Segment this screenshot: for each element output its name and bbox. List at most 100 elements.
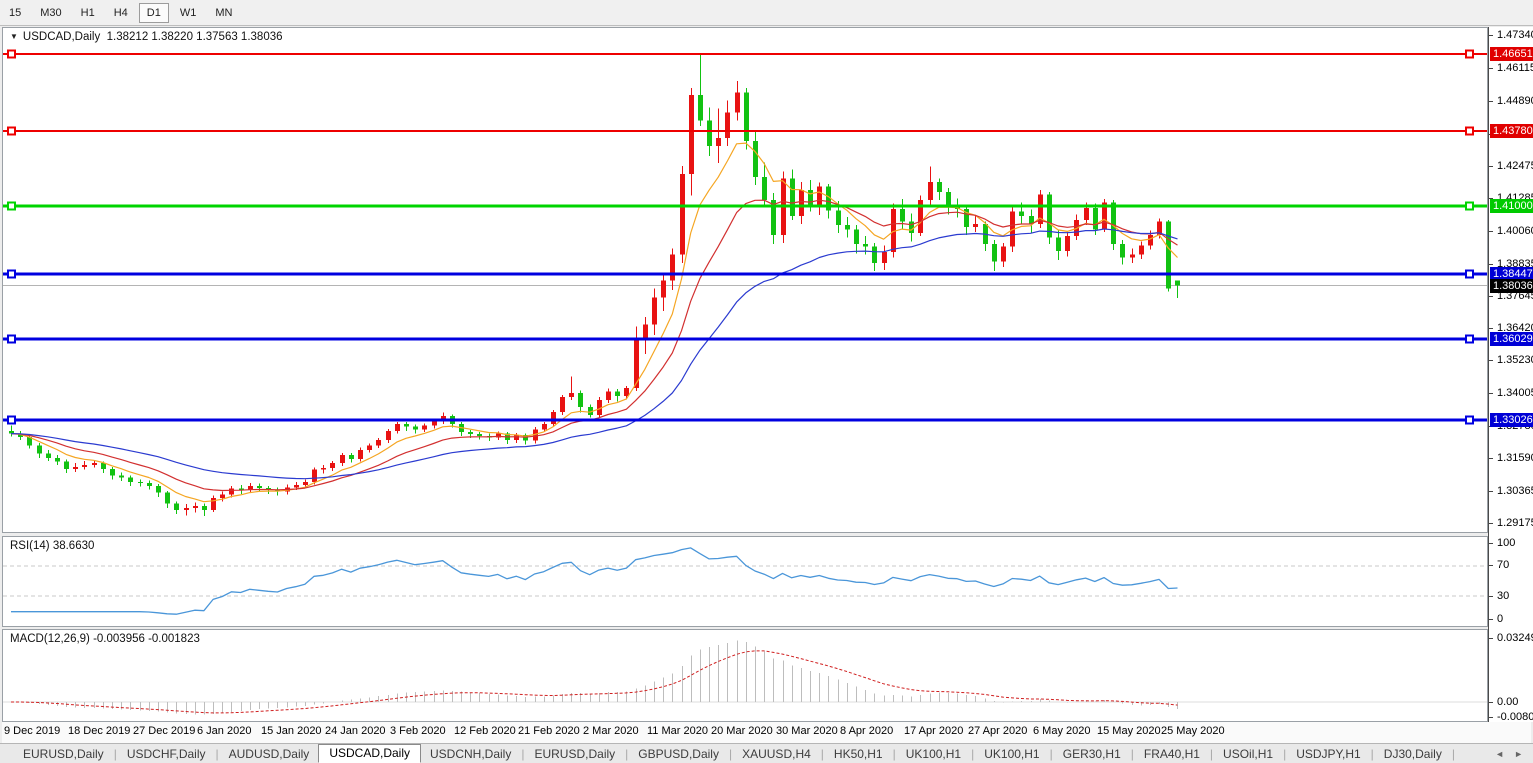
bear-candle-body bbox=[826, 186, 831, 211]
macd-axis-label: -0.008086 bbox=[1489, 711, 1533, 724]
line-handle[interactable] bbox=[1465, 49, 1474, 59]
bull-candle-body bbox=[652, 297, 657, 325]
bull-candle-body bbox=[376, 440, 381, 446]
bear-candle-body bbox=[18, 433, 23, 437]
bear-candle-body bbox=[1111, 202, 1116, 244]
bear-candle-body bbox=[900, 209, 905, 222]
tab-separator: | bbox=[820, 746, 824, 761]
line-handle[interactable] bbox=[1465, 415, 1474, 425]
timeframe-toolbar: 15 M30 H1 H4 D1 W1 MN bbox=[0, 0, 1533, 26]
line-handle[interactable] bbox=[1465, 269, 1474, 279]
bear-candle-body bbox=[257, 485, 262, 488]
bear-candle-body bbox=[110, 469, 115, 476]
chart-tab-usdcad-daily[interactable]: USDCAD,Daily bbox=[318, 744, 421, 763]
bull-candle-body bbox=[569, 392, 574, 398]
chart-tab-usoil-h1[interactable]: USOil,H1 bbox=[1223, 746, 1274, 761]
bear-candle-body bbox=[64, 461, 69, 470]
chart-tab-eurusd-daily[interactable]: EURUSD,Daily bbox=[23, 746, 104, 761]
tab-separator: | bbox=[521, 746, 525, 761]
bear-candle-body bbox=[762, 176, 767, 200]
tab-separator: | bbox=[1209, 746, 1214, 761]
bear-candle-body bbox=[413, 426, 418, 430]
bear-candle-body bbox=[37, 445, 42, 454]
tab-scroll-left-icon[interactable]: ◄ bbox=[1495, 748, 1505, 759]
ema-slow-line bbox=[10, 228, 1178, 480]
bull-candle-body bbox=[928, 182, 933, 200]
timeframe-button-h1[interactable]: H1 bbox=[80, 6, 95, 19]
bear-candle-body bbox=[46, 453, 51, 458]
main-chart-canvas[interactable] bbox=[3, 28, 1487, 532]
chart-tab-uk100-h1[interactable]: UK100,H1 bbox=[984, 746, 1040, 761]
chart-tab-usdcnh-daily[interactable]: USDCNH,Daily bbox=[430, 746, 512, 761]
chart-tab-gbpusd-daily[interactable]: GBPUSD,Daily bbox=[638, 746, 719, 761]
chart-symbol-label: USDCAD,Daily bbox=[22, 31, 101, 43]
timeframe-button-m30[interactable]: M30 bbox=[40, 6, 62, 19]
macd-axis-label: 0.032493 bbox=[1489, 632, 1533, 645]
bull-candle-body bbox=[1130, 254, 1135, 258]
chart-tab-audusd-daily[interactable]: AUDUSD,Daily bbox=[228, 746, 310, 761]
chart-tab-usdchf-daily[interactable]: USDCHF,Daily bbox=[126, 746, 206, 761]
chart-tab-fra40-h1[interactable]: FRA40,H1 bbox=[1143, 746, 1200, 761]
bear-candle-body bbox=[1166, 221, 1171, 289]
line-handle[interactable] bbox=[1465, 334, 1474, 344]
bull-candle-body bbox=[973, 224, 978, 227]
bull-candle-body bbox=[882, 252, 887, 263]
bull-candle-body bbox=[624, 387, 629, 397]
bear-candle-body bbox=[845, 225, 850, 230]
bull-candle-body bbox=[82, 464, 87, 467]
line-handle[interactable] bbox=[1465, 126, 1474, 136]
bear-candle-body bbox=[964, 209, 969, 227]
date-label: 27 Dec 2019 bbox=[133, 725, 196, 737]
chart-tab-xauusd-h4[interactable]: XAUUSD,H4 bbox=[742, 746, 811, 761]
chart-tab-uk100-h1[interactable]: UK100,H1 bbox=[905, 746, 962, 761]
chart-tab-usdjpy-h1[interactable]: USDJPY,H1 bbox=[1296, 746, 1361, 761]
bull-candle-body bbox=[689, 95, 694, 175]
chart-ohlc-quote: 1.38212 1.38220 1.37563 1.38036 bbox=[106, 31, 283, 43]
line-handle[interactable] bbox=[7, 126, 16, 136]
date-label: 21 Feb 2020 bbox=[518, 725, 580, 737]
main-chart-panel[interactable]: ▼ USDCAD,Daily 1.38212 1.38220 1.37563 1.… bbox=[2, 27, 1488, 533]
timeframe-button-h4[interactable]: H4 bbox=[113, 6, 128, 19]
bear-candle-body bbox=[1120, 243, 1125, 258]
chart-tab-ger30-h1[interactable]: GER30,H1 bbox=[1062, 746, 1121, 761]
tab-separator: | bbox=[1370, 746, 1374, 761]
chart-tab-eurusd-daily[interactable]: EURUSD,Daily bbox=[534, 746, 616, 761]
chart-dropdown-icon[interactable]: ▼ bbox=[10, 32, 18, 41]
rsi-indicator-panel[interactable]: RSI(14) 38.6630 bbox=[2, 536, 1488, 627]
line-handle[interactable] bbox=[7, 269, 16, 279]
line-handle[interactable] bbox=[7, 334, 16, 344]
timeframe-button-d1[interactable]: D1 bbox=[138, 2, 169, 23]
timeframe-button-w1[interactable]: W1 bbox=[179, 6, 197, 19]
line-handle[interactable] bbox=[1465, 201, 1474, 211]
bull-candle-body bbox=[735, 92, 740, 113]
bear-candle-body bbox=[1175, 280, 1180, 286]
macd-canvas[interactable] bbox=[3, 630, 1487, 720]
rsi-label: RSI(14) 38.6630 bbox=[10, 540, 95, 552]
chart-tab-dj30-daily[interactable]: DJ30,Daily bbox=[1383, 746, 1442, 761]
price-tick-label: 1.46115 bbox=[1489, 62, 1533, 75]
bull-candle-body bbox=[606, 391, 611, 400]
date-label: 17 Apr 2020 bbox=[904, 725, 964, 737]
bull-candle-body bbox=[496, 433, 501, 438]
price-axis[interactable]: 1.473401.461151.448901.436651.424751.412… bbox=[1488, 27, 1533, 724]
date-axis[interactable]: 9 Dec 2019 18 Dec 2019 27 Dec 2019 6 Jan 20… bbox=[2, 722, 1531, 743]
line-handle[interactable] bbox=[7, 49, 16, 59]
bear-candle-body bbox=[202, 506, 207, 510]
bull-candle-body bbox=[661, 280, 666, 298]
macd-indicator-panel[interactable]: MACD(12,26,9) -0.003956 -0.001823 bbox=[2, 629, 1488, 722]
chart-tab-hk50-h1[interactable]: HK50,H1 bbox=[833, 746, 883, 761]
timeframe-button-15[interactable]: 15 bbox=[9, 6, 22, 19]
bear-candle-body bbox=[863, 243, 868, 247]
macd-label: MACD(12,26,9) -0.003956 -0.001823 bbox=[10, 633, 200, 645]
rsi-canvas[interactable] bbox=[3, 537, 1487, 625]
bull-candle-body bbox=[634, 340, 639, 388]
line-handle[interactable] bbox=[7, 415, 16, 425]
date-label: 18 Dec 2019 bbox=[68, 725, 131, 737]
bear-candle-body bbox=[101, 463, 106, 470]
timeframe-button-mn[interactable]: MN bbox=[215, 6, 233, 19]
line-handle[interactable] bbox=[7, 201, 16, 211]
bear-candle-body bbox=[174, 503, 179, 510]
line-price-label: 1.43780 bbox=[1490, 124, 1533, 139]
tab-scroll-right-icon[interactable]: ► bbox=[1514, 748, 1523, 759]
macd-axis-label: 0.00 bbox=[1489, 696, 1518, 709]
